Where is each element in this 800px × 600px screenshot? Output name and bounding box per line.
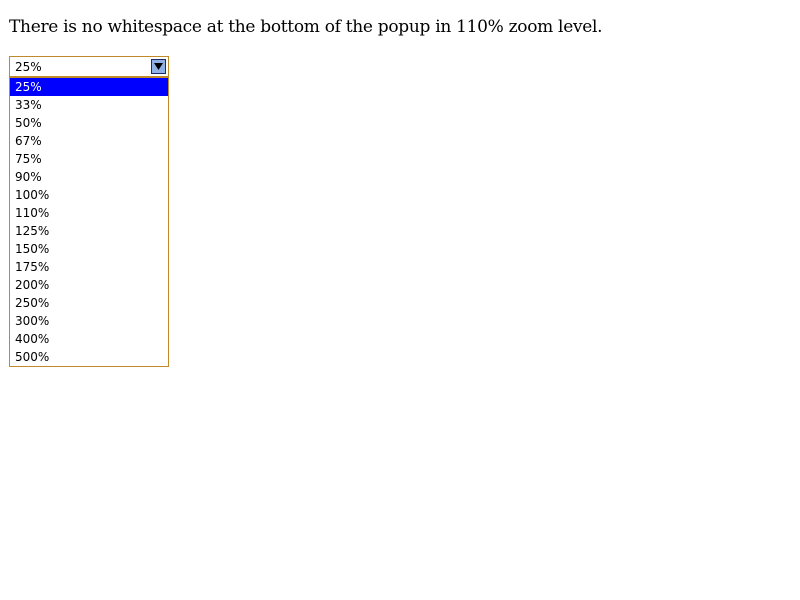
zoom-option[interactable]: 67%	[15, 134, 42, 148]
zoom-option[interactable]: 500%	[15, 350, 50, 364]
zoom-option[interactable]: 50%	[15, 116, 42, 130]
zoom-select[interactable]: 25%	[9, 56, 169, 77]
zoom-select-value: 25%	[15, 60, 42, 74]
zoom-option[interactable]: 150%	[15, 242, 50, 256]
zoom-option[interactable]: 300%	[15, 314, 50, 328]
zoom-option[interactable]: 175%	[15, 260, 50, 274]
page-heading: There is no whitespace at the bottom of …	[9, 17, 603, 37]
zoom-option[interactable]: 33%	[15, 98, 42, 112]
zoom-option[interactable]: 200%	[15, 278, 50, 292]
zoom-option[interactable]: 110%	[15, 206, 50, 220]
zoom-option[interactable]: 400%	[15, 332, 50, 346]
zoom-option[interactable]: 90%	[15, 170, 42, 184]
zoom-option[interactable]: 75%	[15, 152, 42, 166]
zoom-options-popup: 25% 33% 50% 67% 75% 90% 100% 110% 125% 150% 175% 20…	[9, 77, 169, 367]
zoom-select-dropdown-button[interactable]	[151, 59, 166, 74]
zoom-option[interactable]: 250%	[15, 296, 50, 310]
zoom-option[interactable]: 100%	[15, 188, 50, 202]
chevron-down-icon	[154, 63, 163, 70]
zoom-option[interactable]: 25%	[10, 78, 168, 96]
zoom-option[interactable]: 125%	[15, 224, 50, 238]
